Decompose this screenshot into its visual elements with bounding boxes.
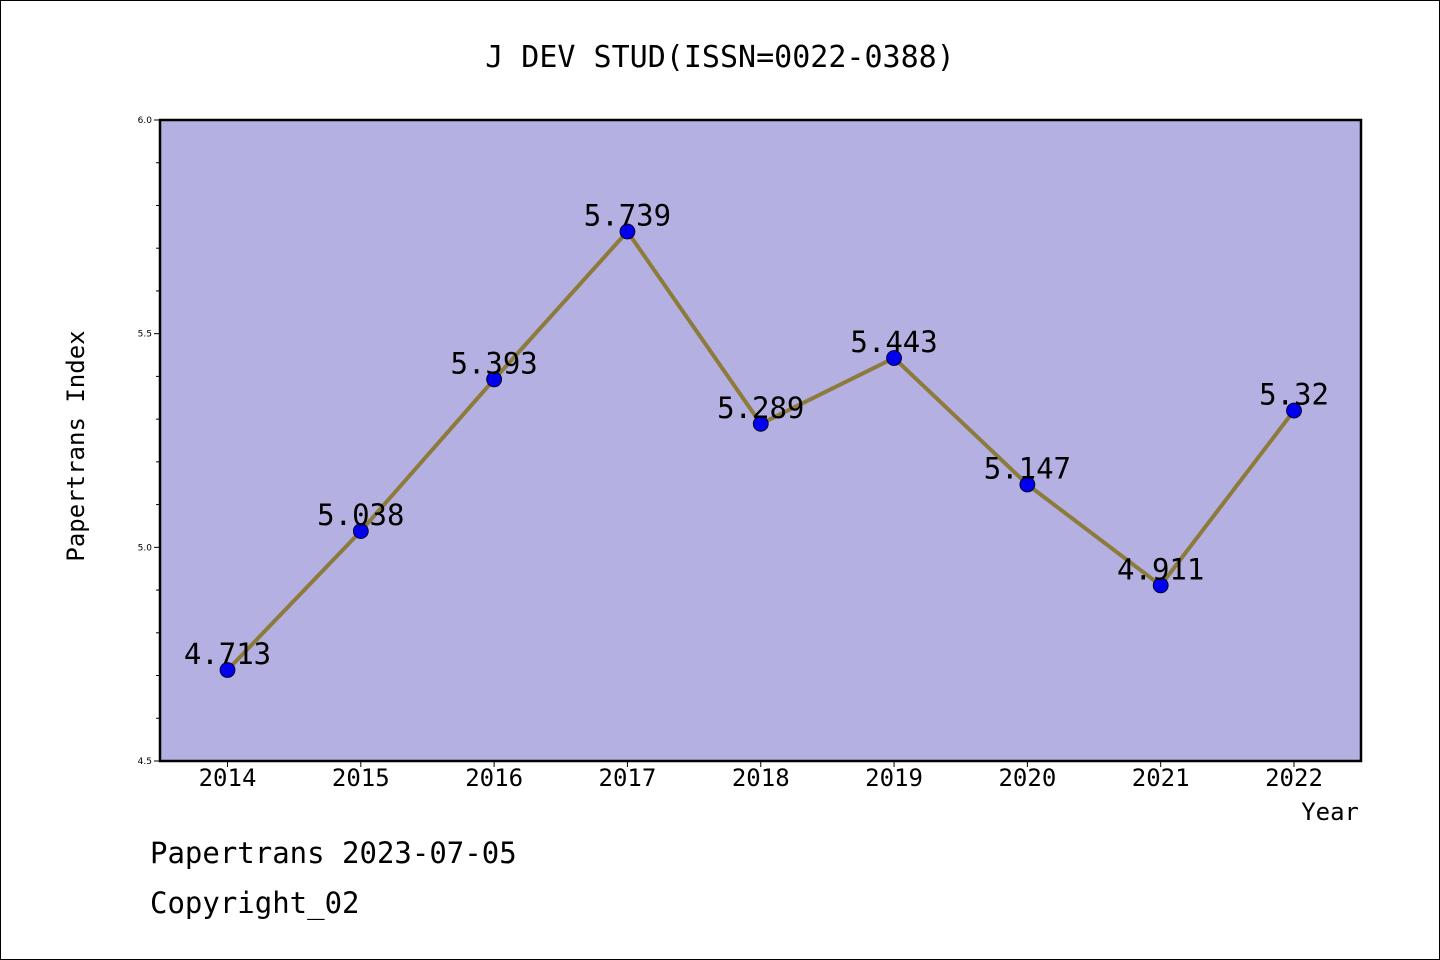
data-point-2021 [1152,577,1169,594]
x-tick-label-2022: 2022 [1265,764,1323,792]
x-tick-label-2016: 2016 [465,764,523,792]
data-label-2019: 5.443 [850,325,937,359]
data-point-2015 [352,523,369,539]
data-label-2015: 5.038 [317,498,404,532]
x-axis-label: Year [1301,798,1359,826]
plot-area [158,118,1363,763]
data-point-2016 [486,371,503,388]
y-tick-label: 5.5 [138,330,152,340]
data-point-2022 [1286,402,1302,419]
data-label-2022: 5.32 [1259,378,1329,412]
data-point-2014 [219,662,236,678]
data-label-2021: 4.911 [1117,552,1204,586]
data-label-2016: 5.393 [450,346,537,380]
x-tick-label-2014: 2014 [199,764,257,792]
data-label-2017: 5.739 [584,199,671,233]
x-tick-label-2017: 2017 [599,764,657,792]
data-label-2014: 4.713 [184,637,271,671]
data-point-2020 [1019,476,1036,493]
y-tick-label: 4.5 [138,757,152,767]
data-point-2018 [752,415,769,432]
x-tick-label-2020: 2020 [998,764,1056,792]
footer-copyright: Copyright_02 [150,886,360,920]
x-tick-label-2018: 2018 [732,764,790,792]
y-tick-label: 5.0 [138,543,153,553]
footer-date: Papertrans 2023-07-05 [150,836,517,870]
data-point-2019 [886,350,902,366]
data-point-2017 [619,223,636,240]
x-tick-label-2019: 2019 [865,764,923,792]
x-tick-label-2015: 2015 [332,764,390,792]
data-label-2018: 5.289 [717,391,804,425]
x-tick-label-2021: 2021 [1132,764,1190,792]
y-axis-label: Papertrans Index [62,330,90,561]
chart-title: J DEV STUD(ISSN=0022-0388) [485,40,955,75]
data-label-2020: 5.147 [984,452,1071,486]
y-tick-label: 6.0 [138,116,153,126]
